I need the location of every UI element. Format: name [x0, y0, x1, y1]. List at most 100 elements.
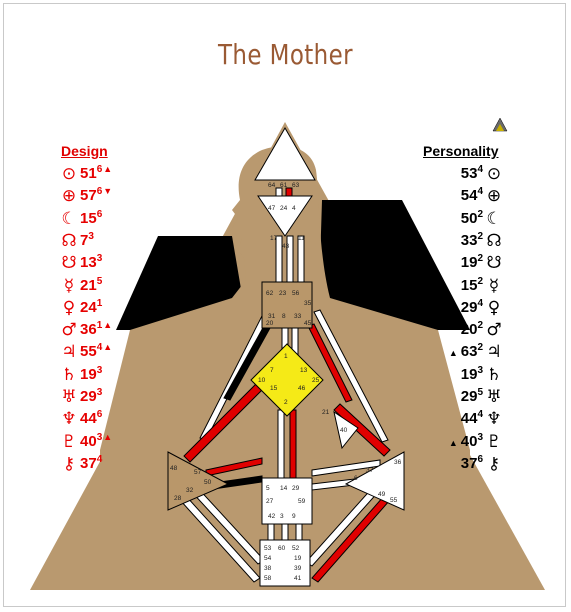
- gate-number: 33: [460, 231, 478, 249]
- line-number: 2: [477, 275, 483, 287]
- personality-activation-row: 444 ♆: [461, 408, 505, 430]
- design-activation-row: ☿ 215: [58, 275, 102, 297]
- gate-number: 20: [460, 321, 478, 339]
- design-activation-row: ♇ 403▲: [58, 431, 112, 453]
- gate-label: 8: [282, 313, 286, 320]
- mercury-icon: ☿: [63, 275, 75, 296]
- gate-label: 54: [264, 555, 272, 562]
- design-activation-row: ☋ 133: [58, 252, 102, 274]
- gate-label: 47: [268, 205, 276, 212]
- line-number: 6: [477, 453, 483, 465]
- line-number: 3: [477, 364, 483, 376]
- gate-label: 24: [280, 205, 288, 212]
- gate-label: 17: [270, 235, 278, 242]
- gate-label: 64: [268, 182, 276, 189]
- gate-number: 50: [460, 209, 478, 227]
- gate-number: 40: [460, 432, 478, 450]
- gate-label: 6: [354, 475, 358, 482]
- gate-number: 54: [460, 187, 478, 205]
- gate-label: 20: [266, 320, 274, 327]
- line-number: 4: [477, 186, 483, 198]
- heart-center: [333, 410, 359, 450]
- personality-activation-row: 202 ♂: [461, 319, 505, 341]
- design-activation-row: ♄ 193: [58, 364, 102, 386]
- personality-activation-row: 152 ☿: [461, 275, 505, 297]
- saturn-icon: ♄: [61, 364, 77, 385]
- gate-label: 32: [186, 487, 194, 494]
- line-number: 2: [477, 320, 483, 332]
- fixing-arrow-icon: ▲: [103, 342, 113, 353]
- jupiter-icon: ♃: [61, 342, 77, 363]
- gate-label: 15: [270, 385, 278, 392]
- gate-number: 29: [460, 298, 478, 316]
- gate-label: 35: [304, 300, 312, 307]
- gate-label: 49: [378, 491, 386, 498]
- gate-label: 25: [312, 377, 320, 384]
- gate-label: 19: [294, 555, 302, 562]
- uranus-icon: ♅: [61, 387, 77, 408]
- gate-label: 53: [264, 545, 272, 552]
- gate-label: 13: [300, 367, 308, 374]
- gate-number: 37: [80, 454, 97, 472]
- pluto-icon: ♇: [486, 431, 502, 452]
- gate-label: 37: [366, 467, 374, 474]
- line-number: 6: [96, 208, 103, 220]
- personality-activation-row: 502 ☾: [461, 208, 505, 230]
- shoulder-right: [318, 200, 470, 330]
- line-number: 3: [96, 253, 103, 265]
- throat-center: [261, 281, 313, 329]
- gate-number: 29: [460, 388, 478, 405]
- fixing-arrow-icon: ▲: [103, 164, 113, 174]
- design-activation-row: ♆ 446: [58, 408, 102, 430]
- line-number: 4: [477, 297, 483, 309]
- g-center: [250, 343, 324, 417]
- gate-label: 58: [264, 575, 272, 582]
- gate-number: 37: [460, 454, 478, 472]
- solar-plexus-center: [344, 451, 405, 511]
- line-number: 4: [477, 409, 483, 421]
- gate-label: 1: [284, 353, 288, 360]
- gate-label: 5: [266, 485, 270, 492]
- gate-number: 51: [80, 165, 97, 182]
- design-activation-row: ⚷ 374: [58, 453, 102, 475]
- root-center: [259, 539, 311, 587]
- personality-activation-row: ▲ 632 ♃: [449, 341, 505, 363]
- gate-label: 9: [292, 513, 296, 520]
- personality-activation-row: ▲ 403 ♇: [449, 431, 505, 453]
- gate-number: 7: [80, 231, 89, 249]
- gate-label: 62: [266, 290, 274, 297]
- line-number: 6: [96, 164, 103, 175]
- line-number: 2: [477, 253, 483, 265]
- gate-label: 2: [284, 399, 288, 406]
- design-activation-row: ⊕ 576▼: [58, 185, 112, 207]
- head-center: [254, 126, 316, 181]
- gate-label: 27: [266, 498, 274, 505]
- gate-number: 13: [80, 254, 97, 272]
- gate-label: 28: [174, 495, 182, 502]
- sacral-center: [261, 477, 313, 525]
- gate-number: 53: [460, 165, 478, 182]
- personality-heading: Personality: [423, 143, 499, 159]
- gate-label: 59: [298, 498, 306, 505]
- south-node-icon: ☋: [486, 253, 502, 274]
- venus-icon: ♀: [62, 297, 76, 318]
- gate-label: 48: [170, 465, 178, 472]
- gate-number: 55: [80, 343, 97, 361]
- gate-number: 15: [460, 276, 478, 294]
- gate-number: 24: [80, 298, 97, 316]
- gate-label: 43: [282, 243, 290, 250]
- gate-label: 33: [294, 313, 302, 320]
- gate-label: 21: [322, 409, 330, 416]
- gate-label: 55: [390, 497, 398, 504]
- line-number: 4: [477, 164, 483, 175]
- gate-label: 57: [194, 469, 202, 476]
- saturn-icon: ♄: [486, 364, 502, 385]
- gate-number: 36: [80, 321, 97, 339]
- design-activation-row: ♅ 293: [58, 386, 102, 408]
- chiron-icon: ⚷: [62, 453, 76, 474]
- personality-activation-row: 295 ♅: [461, 386, 505, 408]
- earth-icon: ⊕: [486, 186, 502, 207]
- gate-label: 52: [292, 545, 300, 552]
- venus-icon: ♀: [487, 297, 501, 318]
- gate-label: 14: [280, 485, 288, 492]
